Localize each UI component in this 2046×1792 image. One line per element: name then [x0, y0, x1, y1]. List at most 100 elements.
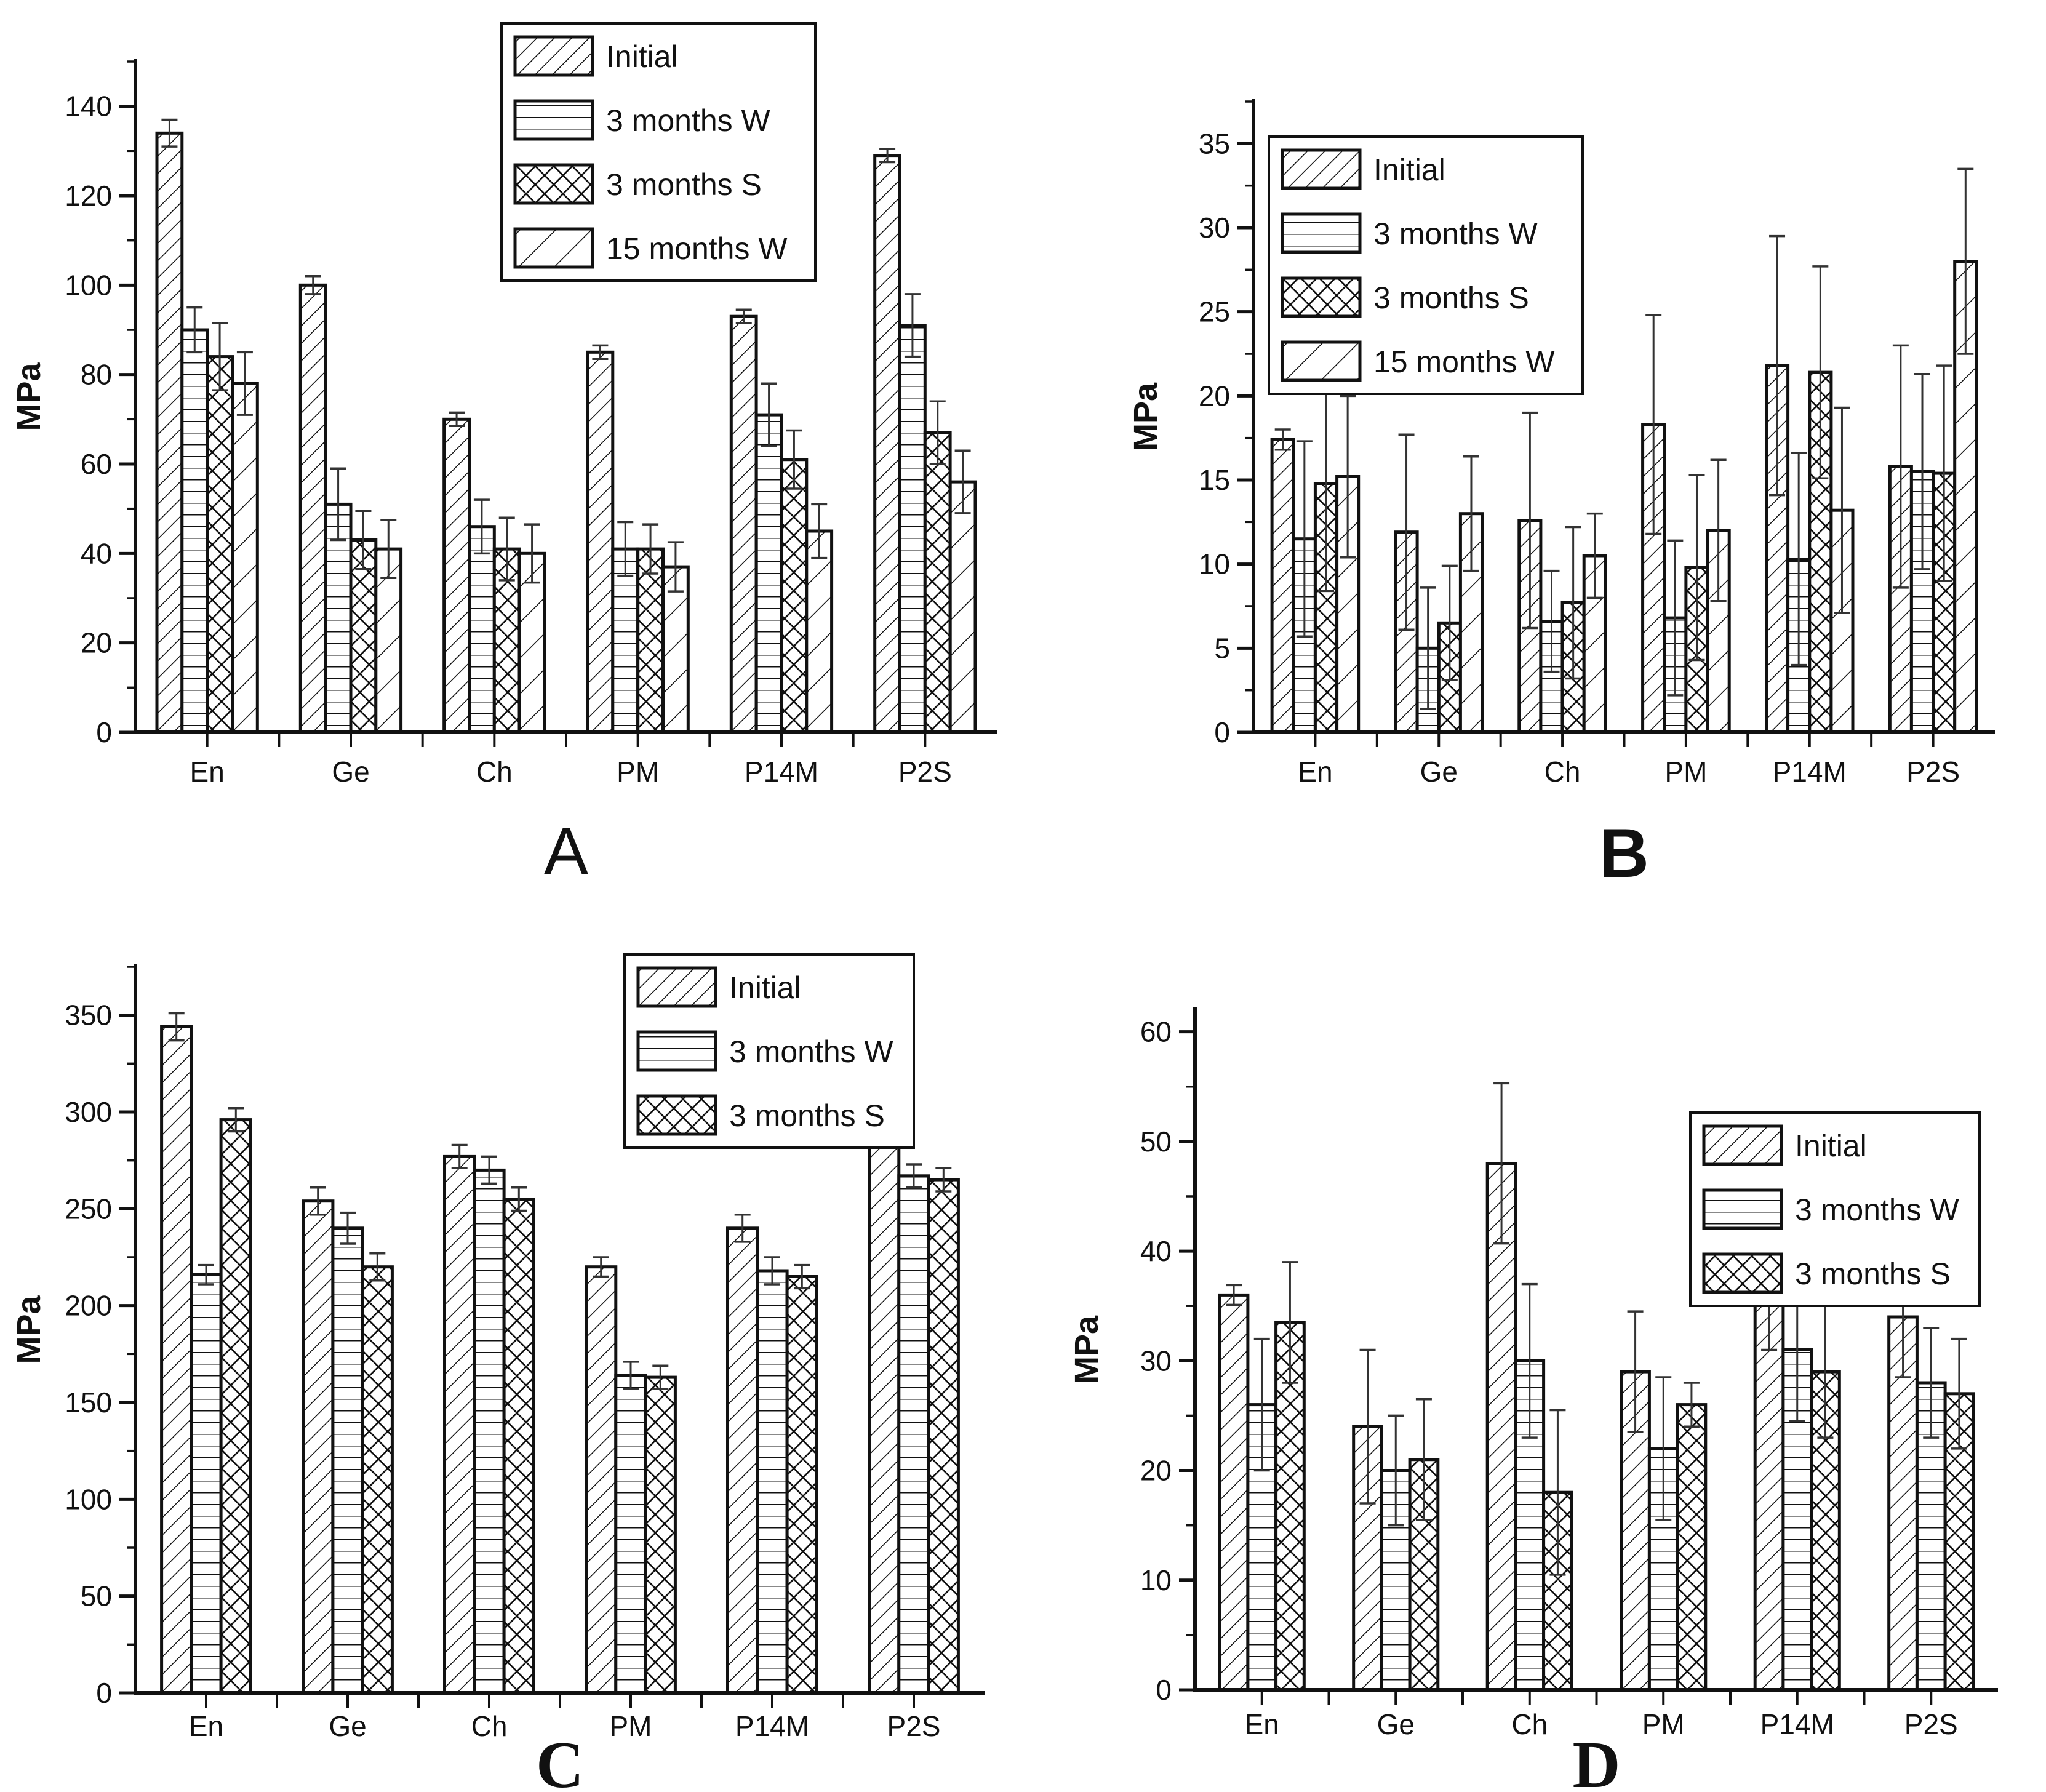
error-bar — [1627, 1310, 1644, 1433]
error-bar — [198, 1263, 214, 1286]
error-bar — [786, 429, 802, 490]
category-label: Ch — [476, 756, 513, 788]
error-bar — [451, 1143, 468, 1170]
error-bar — [1565, 526, 1581, 680]
y-tick-label: 0 — [96, 1677, 112, 1709]
bar-P14M-3-months-s — [785, 1275, 818, 1695]
y-tick-label: 300 — [65, 1096, 112, 1128]
bar-En-3-months-s — [206, 355, 234, 734]
y-tick-label: 350 — [65, 999, 112, 1031]
bar-En-15-months-w — [231, 382, 259, 734]
error-bar — [305, 275, 321, 295]
error-bar — [380, 519, 397, 580]
error-bar — [1420, 586, 1436, 710]
y-tick-label: 250 — [65, 1193, 112, 1225]
legend-label: 3 months W — [1795, 1193, 1960, 1227]
y-tick-label: 30 — [1140, 1345, 1172, 1377]
bar-Ge-3-months-w — [331, 1226, 364, 1695]
category-label: En — [1298, 756, 1332, 788]
error-bar — [929, 400, 946, 465]
bar-En-3-months-s — [219, 1118, 252, 1695]
category-label: PM — [1642, 1708, 1685, 1740]
bar-PM-3-months-w — [614, 1374, 647, 1695]
bar-P14M-3-months-w — [754, 413, 783, 734]
y-axis-label: MPa — [1127, 382, 1164, 451]
bar-P14M-15-months-w — [805, 529, 834, 734]
legend-label: Initial — [1373, 153, 1445, 187]
error-bar — [904, 293, 921, 358]
y-axis-label: MPa — [1068, 1315, 1105, 1384]
error-bar — [1493, 1082, 1510, 1245]
y-tick-label: 15 — [1199, 464, 1230, 496]
y-tick-label: 20 — [1140, 1455, 1172, 1487]
bar-En-initial — [155, 131, 184, 734]
error-bar — [1274, 428, 1291, 451]
error-bar — [1812, 265, 1829, 480]
error-bar — [811, 503, 828, 559]
y-axis-label: MPa — [10, 1295, 47, 1364]
error-bar — [1521, 1282, 1538, 1439]
error-bar — [1655, 1376, 1672, 1521]
axes — [1237, 99, 1995, 747]
error-bar — [1549, 1409, 1566, 1576]
diagonal-sparse-hatch-legend-swatch-icon — [1281, 340, 1362, 382]
bar-P14M-3-months-w — [756, 1269, 789, 1695]
category-label: PM — [610, 1710, 652, 1742]
error-bar — [369, 1252, 386, 1282]
legend: Initial 3 months W 3 months S — [623, 953, 915, 1149]
error-bar — [330, 467, 346, 542]
category-label: Ch — [1544, 756, 1581, 788]
error-bar — [1791, 452, 1807, 666]
error-bar — [1683, 1382, 1700, 1428]
category-label: P2S — [887, 1710, 941, 1742]
category-label: P2S — [1906, 756, 1960, 788]
diamond-crosshatch-legend-swatch-icon — [513, 163, 594, 205]
legend-label: 15 months W — [1373, 345, 1555, 379]
y-tick-label: 0 — [96, 716, 112, 748]
error-bar — [879, 147, 896, 164]
chart-panel-d: 0 10 20 30 40 50 60 En Ge Ch PM P14M P2S MPa Initial 3 … — [1068, 1007, 1998, 1792]
error-bar — [1522, 411, 1538, 630]
error-bar — [1463, 455, 1479, 572]
bar-P14M-3-months-s — [780, 458, 809, 734]
bar-P2S-3-months-w — [898, 324, 927, 734]
legend-label: 15 months W — [606, 231, 788, 266]
y-tick-label: 50 — [81, 1580, 112, 1612]
bar-Ge-initial — [302, 1199, 335, 1695]
axes — [119, 964, 985, 1708]
y-tick-label: 30 — [1199, 212, 1230, 244]
y-tick-label: 25 — [1199, 296, 1230, 328]
y-tick-label: 10 — [1140, 1564, 1172, 1596]
panel-letter: C — [536, 1729, 584, 1792]
error-bar — [511, 1186, 527, 1212]
error-bar — [481, 1155, 497, 1185]
panel-letter: A — [544, 814, 588, 888]
y-tick-label: 100 — [65, 269, 112, 301]
error-bar — [1586, 512, 1603, 599]
horizontal-lines-legend-swatch-icon — [1281, 212, 1362, 254]
axes — [119, 59, 997, 747]
bar-En-initial — [1218, 1293, 1250, 1692]
diamond-crosshatch-legend-swatch-icon — [1702, 1252, 1783, 1294]
error-bar — [1667, 539, 1684, 697]
bar-P2S-3-months-s — [927, 1178, 960, 1695]
bar-PM-initial — [585, 1265, 618, 1695]
error-bar — [498, 516, 515, 582]
category-label: P2S — [1904, 1708, 1958, 1740]
error-bar — [1388, 1414, 1404, 1527]
bar-PM-3-months-s — [1676, 1403, 1708, 1692]
error-bar — [1296, 440, 1313, 638]
error-bar — [228, 1106, 244, 1133]
legend-label: Initial — [606, 39, 678, 74]
bar-P2S-3-months-w — [897, 1174, 930, 1695]
category-label: Ge — [329, 1710, 366, 1742]
bar-Ch-3-months-w — [468, 525, 496, 734]
diagonal-dense-hatch-legend-swatch-icon — [1702, 1124, 1783, 1166]
error-bar — [623, 1361, 639, 1390]
bar-En-initial — [1270, 438, 1295, 734]
bar-PM-15-months-w — [661, 565, 690, 734]
panel-a: 0 20 40 60 80 100 120 140 En Ge Ch PM P14M P2S MPa Init… — [0, 0, 1023, 896]
panel-c: 0 50 100 150 200 250 300 350 En Ge Ch PM P14M P2S MPa I… — [0, 896, 1023, 1792]
category-label: P14M — [1773, 756, 1847, 788]
legend-label: 3 months S — [1795, 1257, 1951, 1291]
